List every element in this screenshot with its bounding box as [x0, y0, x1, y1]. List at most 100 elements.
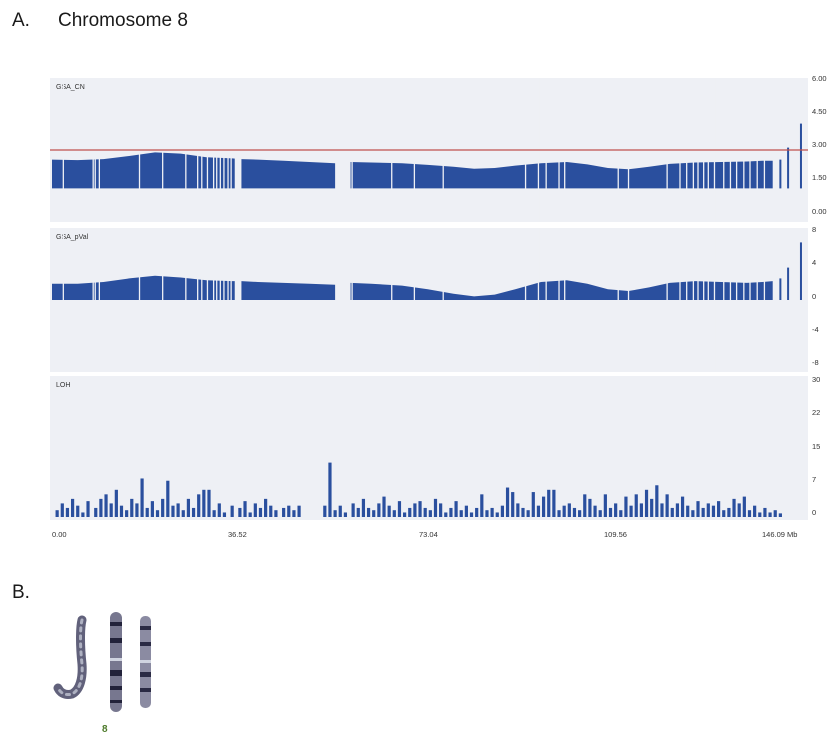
loh-bar: [94, 507, 98, 517]
loh-bar: [119, 505, 124, 517]
loh-bar: [758, 512, 762, 517]
loh-bar: [778, 513, 782, 517]
loh-bar: [423, 507, 427, 517]
loh-bar: [670, 507, 674, 517]
loh-bar: [567, 503, 571, 517]
loh-bar: [639, 503, 643, 517]
loh-bar: [737, 503, 741, 517]
loh-bar: [397, 501, 402, 517]
loh-bar: [166, 480, 170, 517]
loh-bar: [243, 501, 247, 517]
loh-bar: [603, 494, 607, 517]
loh-bar: [701, 507, 705, 517]
loh-bar: [202, 489, 206, 517]
loh-bar: [155, 510, 160, 517]
panel-title-loh: LOH: [56, 382, 71, 389]
loh-bar: [197, 494, 201, 517]
loh-bar: [81, 512, 85, 517]
x-tick-label: 73.04: [419, 530, 438, 539]
panel-title-pval: GSA_pVal: [56, 234, 89, 241]
loh-bar: [176, 503, 180, 517]
loh-bar: [292, 510, 296, 517]
loh-bar: [287, 505, 291, 517]
loh-bar: [439, 503, 443, 517]
loh-bar: [238, 507, 242, 517]
signal-bar: [799, 242, 802, 300]
loh-bar: [449, 507, 453, 517]
loh-bar: [109, 503, 113, 517]
chart-loh: [55, 462, 782, 517]
loh-bar: [629, 505, 633, 517]
loh-bar: [711, 505, 716, 517]
loh-bar: [125, 510, 129, 517]
signal-bar: [787, 147, 790, 189]
signal-area: [52, 275, 773, 300]
y-tick-label: 0: [812, 508, 817, 517]
loh-bar: [70, 498, 75, 517]
loh-bar: [464, 505, 468, 517]
loh-bar: [408, 507, 412, 517]
loh-bar: [747, 510, 752, 517]
loh-bar: [217, 503, 221, 517]
loh-bar: [351, 503, 355, 517]
loh-bar: [614, 503, 618, 517]
loh-bar: [665, 494, 669, 517]
chromosome-8-straight-2: [140, 616, 151, 708]
loh-bar: [274, 510, 278, 517]
y-tick-label: 6.00: [812, 74, 827, 83]
loh-bar: [55, 510, 59, 517]
loh-bar: [531, 492, 535, 517]
x-tick-label: 109.56: [604, 530, 627, 539]
y-tick-label: 4: [812, 258, 817, 267]
loh-bar: [624, 496, 628, 517]
loh-bar: [413, 503, 417, 517]
loh-bar: [562, 505, 566, 517]
loh-bar: [338, 505, 342, 517]
loh-bar: [99, 498, 103, 517]
loh-bar: [536, 505, 541, 517]
karyotype-number: 8: [102, 724, 108, 735]
loh-bar: [145, 507, 149, 517]
loh-bar: [258, 507, 263, 517]
loh-bar: [65, 507, 70, 517]
y-tick-label: 15: [812, 442, 821, 451]
loh-bar: [650, 498, 654, 517]
loh-bar: [722, 510, 726, 517]
loh-bar: [76, 505, 80, 517]
loh-bar: [361, 498, 366, 517]
x-tick-label: 36.52: [228, 530, 247, 539]
loh-bar: [490, 507, 494, 517]
data-gap: [234, 228, 242, 372]
loh-bar: [264, 498, 268, 517]
y-tick-label: 4.50: [812, 107, 827, 116]
y-tick-label: -4: [812, 325, 819, 334]
loh-bar: [60, 503, 64, 517]
loh-bar: [588, 498, 592, 517]
signal-bar: [799, 123, 802, 189]
loh-bar: [763, 507, 767, 517]
loh-bar: [343, 512, 348, 517]
loh-bar: [382, 496, 386, 517]
data-gap: [335, 228, 351, 372]
loh-bar: [469, 512, 474, 517]
loh-bar: [207, 489, 211, 517]
loh-bar: [475, 507, 479, 517]
loh-bar: [356, 507, 360, 517]
figure-label-a: A.: [12, 10, 30, 31]
loh-bar: [323, 505, 327, 517]
loh-bar: [428, 510, 432, 517]
loh-bar: [583, 494, 587, 517]
y-tick-label: 1.50: [812, 173, 827, 182]
figure-title: Chromosome 8: [58, 10, 188, 31]
loh-bar: [135, 503, 139, 517]
panel-gsa-cn: GSA_CN: [50, 78, 808, 222]
panel-title-cn: GSA_CN: [56, 84, 85, 91]
loh-bar: [333, 510, 337, 517]
chart-gsa-cn: [50, 78, 808, 222]
loh-bar: [505, 487, 510, 517]
loh-bar: [753, 505, 757, 517]
loh-bar: [706, 503, 710, 517]
loh-bar: [541, 496, 546, 517]
loh-bar: [727, 507, 731, 517]
x-tick-label: 146.09 Mb: [762, 530, 798, 539]
